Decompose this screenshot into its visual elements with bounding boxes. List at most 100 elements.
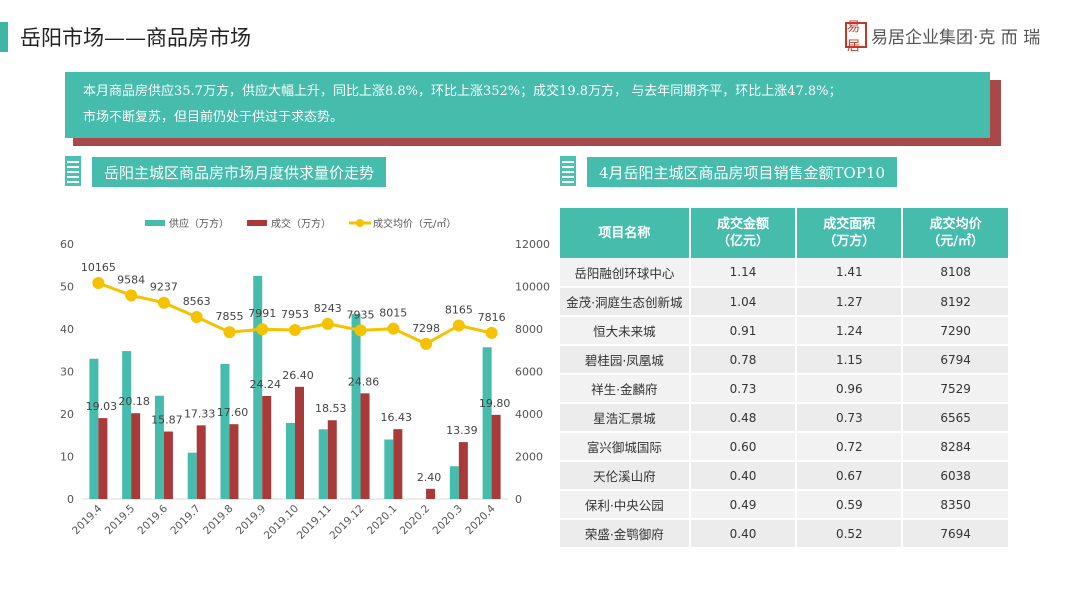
project-name: 金茂·洞庭生态创新城 xyxy=(560,287,691,317)
price-point xyxy=(354,324,367,337)
price-label: 8243 xyxy=(314,302,342,315)
column-header: 成交金额 （亿元） xyxy=(689,208,798,258)
deal-bar xyxy=(393,429,403,499)
table-row: 岳阳融创环球中心 1.14 1.41 8108 xyxy=(560,258,1010,288)
deal-area: 1.15 xyxy=(796,345,904,375)
deal-bar xyxy=(131,413,141,499)
avg-price: 8284 xyxy=(902,432,1010,462)
price-label: 7855 xyxy=(215,310,243,323)
deal-area: 0.59 xyxy=(796,490,904,520)
column-header: 成交均价 （元/㎡） xyxy=(902,208,1010,258)
deal-label: 24.24 xyxy=(249,378,281,391)
deal-bar xyxy=(196,425,206,499)
deal-bar xyxy=(98,418,108,499)
price-label: 8563 xyxy=(183,295,211,308)
supply-demand-chart: 0 10 20 30 40 50 60 0 2000 4000 6000 8000 10000 12000… xyxy=(60,217,550,542)
deal-amount: 1.14 xyxy=(689,258,798,288)
price-point xyxy=(452,319,465,332)
supply-bar xyxy=(482,347,492,499)
summary-box: 本月商品房供应35.7万方，供应大幅上升，同比上涨8.8%，环比上涨352%；成… xyxy=(65,72,990,138)
column-header: 项目名称 xyxy=(560,208,691,258)
x-tick: 2019.7 xyxy=(168,503,202,537)
table-row: 恒大未来城 0.91 1.24 7290 xyxy=(560,316,1010,346)
header-text: 成交金额 xyxy=(717,217,770,232)
supply-bar xyxy=(220,363,230,499)
deal-amount: 0.48 xyxy=(689,403,798,433)
supply-bar xyxy=(122,351,132,499)
header-text: （亿元） xyxy=(717,234,770,249)
deal-label: 2.40 xyxy=(417,471,442,484)
deal-bar xyxy=(229,424,239,499)
logo-seal: 易居 xyxy=(845,20,867,54)
deal-area: 1.27 xyxy=(796,287,904,317)
deal-bar xyxy=(360,393,370,499)
deal-label: 19.03 xyxy=(86,400,118,413)
left-section-title: 岳阳主城区商品房市场月度供求量价走势 xyxy=(92,157,387,187)
supply-bar xyxy=(318,429,328,499)
table-row: 荣盛·金鹗御府 0.40 0.52 7694 xyxy=(560,519,1010,549)
deal-label: 15.87 xyxy=(151,414,183,427)
deal-area: 0.72 xyxy=(796,432,904,462)
deal-bar xyxy=(491,414,501,499)
legend-label: 成交（万方） xyxy=(271,217,331,230)
deal-label: 13.39 xyxy=(446,424,478,437)
table-row: 祥生·金麟府 0.73 0.96 7529 xyxy=(560,374,1010,404)
deal-label: 20.18 xyxy=(118,395,149,408)
x-tick: 2019.11 xyxy=(295,503,334,542)
supply-bar xyxy=(253,275,263,499)
price-point xyxy=(420,337,433,350)
price-label: 7298 xyxy=(412,322,440,335)
deal-amount: 0.60 xyxy=(689,432,798,462)
summary-line-2: 市场不断复苏，但目前仍处于供过于求态势。 xyxy=(83,110,344,125)
deal-area: 1.24 xyxy=(796,316,904,346)
project-name: 星浩汇景城 xyxy=(560,403,691,433)
x-tick: 2020.4 xyxy=(463,502,498,537)
title-accent-bar xyxy=(0,22,8,52)
legend-label: 供应（万方） xyxy=(169,217,229,230)
header-text: （万方） xyxy=(823,234,876,249)
table-row: 保利·中央公园 0.49 0.59 8350 xyxy=(560,490,1010,520)
x-tick: 2019.5 xyxy=(103,503,137,537)
project-name: 祥生·金麟府 xyxy=(560,374,691,404)
price-point xyxy=(92,276,105,289)
legend-swatch xyxy=(247,220,267,226)
legend-marker xyxy=(356,219,364,227)
table-row: 金茂·洞庭生态创新城 1.04 1.27 8192 xyxy=(560,287,1010,317)
y-left-tick: 40 xyxy=(60,323,74,336)
y-right-tick: 6000 xyxy=(515,366,543,379)
y-left-tick: 50 xyxy=(60,281,74,294)
price-point xyxy=(125,289,138,302)
logo-text: 易居企业集团·克 而 瑞 xyxy=(871,27,1041,48)
deal-label: 16.43 xyxy=(381,411,413,424)
price-label: 9584 xyxy=(117,273,145,286)
project-name: 荣盛·金鹗御府 xyxy=(560,519,691,549)
price-label: 8165 xyxy=(445,303,473,316)
x-tick: 2020.2 xyxy=(398,503,432,537)
right-section-title: 4月岳阳主城区商品房项目销售金额TOP10 xyxy=(587,157,898,187)
price-label: 9237 xyxy=(150,281,178,294)
column-header: 成交面积 （万方） xyxy=(796,208,904,258)
project-name: 天伦溪山府 xyxy=(560,461,691,491)
price-point xyxy=(190,311,203,324)
supply-bar xyxy=(351,314,361,499)
building-icon xyxy=(65,156,81,186)
header-text: 成交均价 xyxy=(929,217,982,232)
supply-bar xyxy=(384,439,394,499)
supply-bar xyxy=(286,422,295,499)
deal-label: 18.53 xyxy=(315,402,347,415)
deal-amount: 0.49 xyxy=(689,490,798,520)
avg-price: 7290 xyxy=(902,316,1010,346)
avg-price: 7694 xyxy=(902,519,1010,549)
y-left-tick: 10 xyxy=(60,451,74,464)
price-point xyxy=(321,317,334,330)
y-right-tick: 12000 xyxy=(515,238,550,251)
project-name: 碧桂园·凤凰城 xyxy=(560,345,691,375)
deal-amount: 0.40 xyxy=(689,519,798,549)
building-icon xyxy=(560,156,576,186)
price-label: 7816 xyxy=(478,311,506,324)
price-label: 7991 xyxy=(248,307,276,320)
x-tick: 2020.1 xyxy=(365,503,399,537)
deal-label: 24.86 xyxy=(348,375,380,388)
price-point xyxy=(289,323,301,336)
avg-price: 6038 xyxy=(902,461,1010,491)
